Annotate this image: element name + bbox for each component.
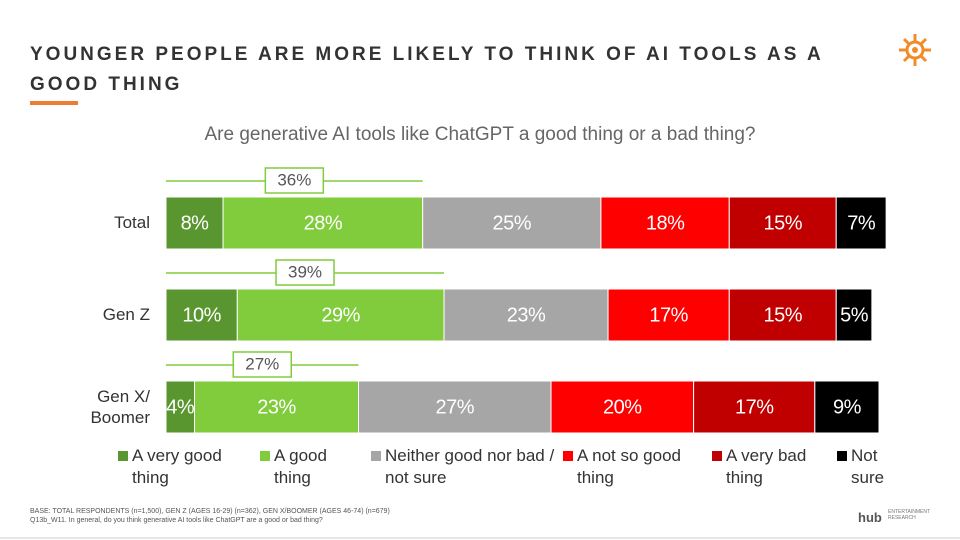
value-label: 15% [763,212,802,234]
logo-subtext: ENTERTAINMENT RESEARCH [888,509,930,521]
legend-label: Neither good nor bad / not sure [385,446,555,487]
footnote: BASE: TOTAL RESPONDENTS (n=1,500), GEN Z… [30,508,390,515]
legend-label: A good thing [274,446,327,487]
brand-icon [899,34,931,66]
net-label: 39% [288,262,322,281]
value-label: 17% [649,304,688,326]
category-label: Gen Z [102,305,150,324]
value-label: 5% [840,304,869,326]
value-label: 17% [735,396,774,418]
value-label: 20% [603,396,642,418]
bar-segment [835,288,873,342]
legend-swatch [118,451,128,461]
bar-segment [600,196,730,250]
category-label: Gen X/ Boomer [90,387,150,427]
value-label: 9% [833,396,862,418]
value-label: 15% [763,304,802,326]
title: YOUNGER PEOPLE ARE MORE LIKELY TO THINK … [30,44,823,95]
title-underline [30,101,78,105]
bar-segment [165,196,224,250]
net-label-box [275,259,335,286]
bar-segment [550,380,695,434]
value-label: 25% [493,212,532,234]
bar-segment [728,196,837,250]
net-label-box [232,351,293,378]
bar-segment [693,380,816,434]
legend-swatch [837,451,847,461]
legend-swatch [563,451,573,461]
bar-segment [443,288,609,342]
value-label: 4% [166,396,195,418]
bar-segment [165,288,238,342]
bar-segment [422,196,602,250]
value-label: 23% [257,396,296,418]
net-label-box [264,167,325,194]
value-label: 18% [646,212,685,234]
value-label: 7% [847,212,876,234]
bar-segment [728,288,837,342]
value-label: 27% [435,396,474,418]
value-label: 28% [304,212,343,234]
value-label: 10% [182,304,221,326]
legend-label: Not sure [851,446,885,487]
bar-segment [194,380,360,434]
legend-label: A very bad thing [726,446,807,487]
value-label: 8% [181,212,210,234]
bar-segment [814,380,880,434]
value-label: 23% [507,304,546,326]
net-label: 27% [245,354,279,373]
logo: hub [858,510,882,525]
bar-segment [358,380,552,434]
value-label: 29% [321,304,360,326]
legend-label: A not so good thing [577,446,681,487]
bar-segment [835,196,887,250]
legend-label: A very good thing [132,446,222,487]
bar-segment [236,288,445,342]
legend-swatch [712,451,722,461]
net-label: 36% [277,170,311,189]
category-label: Total [114,213,150,232]
bar-segment [165,380,196,434]
footnote: Q13b_W11. In general, do you think gener… [30,517,323,524]
legend-swatch [260,451,270,461]
subtitle: Are generative AI tools like ChatGPT a g… [204,124,756,145]
legend-swatch [371,451,381,461]
